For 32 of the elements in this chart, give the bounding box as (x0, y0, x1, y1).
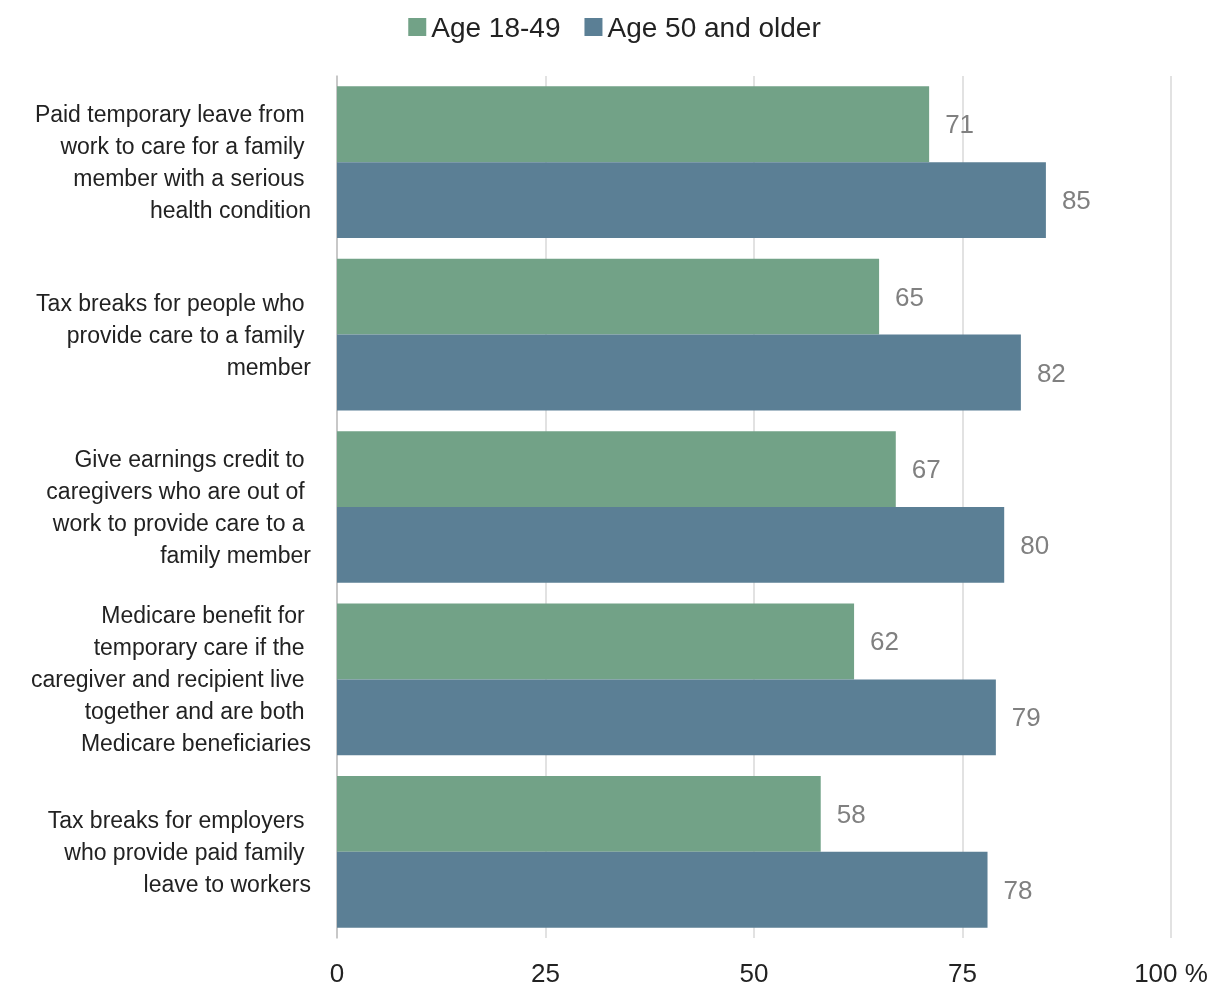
x-tick-label: 0 (329, 958, 345, 988)
y-tick-label: Paid temporary leave from work to care for a family member with a serious health condition (34, 101, 311, 224)
data-label: 85 (1061, 185, 1091, 216)
y-tick-label: Medicare benefit for temporary care if the caregiver and recipient live together and are both Medicare beneficiaries (31, 602, 311, 757)
x-tick-label: 25 (531, 958, 560, 988)
bar (337, 334, 1021, 411)
x-tick-label: 50 (739, 958, 769, 988)
data-label: 71 (945, 109, 975, 140)
bar (337, 86, 930, 163)
y-tick-label: Give earnings credit to caregivers who are out of work to provide care to a family member (46, 446, 312, 568)
legend-label: Age 50 and older (607, 11, 821, 43)
y-tick-label: Tax breaks for employers who provide paid family leave to workers (47, 806, 311, 897)
data-label: 62 (870, 626, 899, 657)
bar (337, 507, 1005, 583)
y-tick-label: Tax breaks for people who provide care to a family member (36, 289, 312, 380)
data-label: 79 (1011, 702, 1041, 733)
x-tick-label: 100 % (1134, 958, 1208, 988)
data-label: 58 (836, 798, 866, 829)
bar (337, 162, 1046, 239)
bar (337, 775, 821, 852)
bar (337, 431, 896, 507)
bar (337, 851, 988, 928)
x-tick-label: 75 (948, 958, 977, 988)
data-label: 82 (1036, 357, 1066, 388)
legend-label: Age 18-49 (431, 11, 561, 43)
data-label: 78 (1003, 874, 1033, 905)
data-label: 65 (895, 281, 925, 312)
data-label: 80 (1020, 529, 1050, 560)
bar (337, 258, 880, 335)
bar (337, 679, 996, 756)
data-label: 67 (911, 454, 941, 485)
bar (337, 603, 855, 680)
